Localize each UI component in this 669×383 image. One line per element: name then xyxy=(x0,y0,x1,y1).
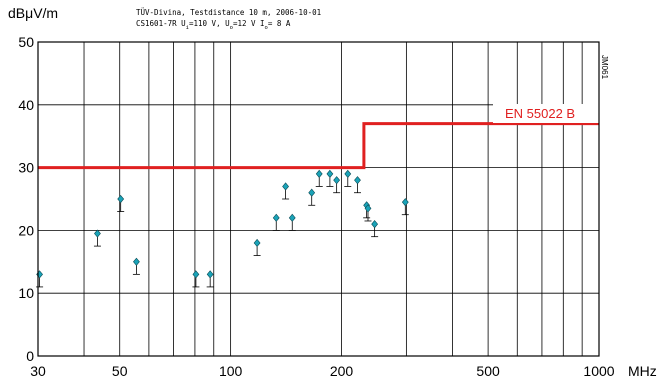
x-tick-label: 200 xyxy=(330,363,354,379)
data-point xyxy=(94,229,101,238)
tick-labels-group: 0 10 20 30 40 50 30 50 100 200 500 1000 xyxy=(18,34,614,379)
y-tick-label: 10 xyxy=(18,285,34,301)
title-subscript: i xyxy=(186,25,189,31)
data-point xyxy=(253,238,261,248)
limit-legend-box xyxy=(493,104,599,123)
data-point xyxy=(272,213,280,222)
title-part: CS1601-7R U xyxy=(136,19,186,28)
title-part: =110 V, U xyxy=(189,19,230,28)
side-label: JM061 xyxy=(600,55,609,80)
data-point xyxy=(333,176,341,185)
title-part: = 8 A xyxy=(268,19,291,28)
x-tick-label: 1000 xyxy=(583,363,614,379)
data-point xyxy=(117,194,125,204)
y-tick-label: 50 xyxy=(18,34,34,50)
data-point xyxy=(371,220,379,229)
x-tick-label: 500 xyxy=(476,363,500,379)
data-point xyxy=(282,182,289,191)
data-point xyxy=(344,169,352,178)
x-tick-label: 100 xyxy=(219,363,243,379)
chart-title-line2: CS1601-7R Ui=110 V, Uo=12 V Io= 8 A xyxy=(136,19,291,31)
data-point xyxy=(133,257,140,266)
title-part: =12 V I xyxy=(233,19,265,28)
y-tick-label: 0 xyxy=(26,348,34,364)
data-point xyxy=(326,169,334,178)
data-point xyxy=(192,270,200,279)
plot-frame xyxy=(37,41,600,357)
x-tick-label: 30 xyxy=(30,363,46,379)
y-axis-label: dBμV/m xyxy=(8,5,58,21)
data-point xyxy=(288,213,296,222)
limit-line-group xyxy=(38,122,599,170)
data-point xyxy=(364,204,372,213)
data-points-group xyxy=(36,169,409,288)
data-point xyxy=(206,270,214,279)
y-tick-label: 40 xyxy=(18,97,34,113)
x-unit-label: MHz xyxy=(628,363,657,379)
chart-title-line1: TÜV-Divina, Testdistance 10 m, 2006-10-0… xyxy=(136,8,321,17)
y-tick-label: 20 xyxy=(18,222,34,238)
data-point xyxy=(401,198,409,207)
y-tick-label: 30 xyxy=(18,160,34,176)
data-point xyxy=(315,169,323,178)
data-point xyxy=(354,176,361,185)
x-tick-label: 50 xyxy=(112,363,128,379)
limit-legend-label: EN 55022 B xyxy=(505,106,575,121)
data-point xyxy=(308,188,316,197)
title-subscript: o xyxy=(265,25,268,31)
title-subscript: o xyxy=(230,25,233,31)
limit-line xyxy=(38,122,599,170)
